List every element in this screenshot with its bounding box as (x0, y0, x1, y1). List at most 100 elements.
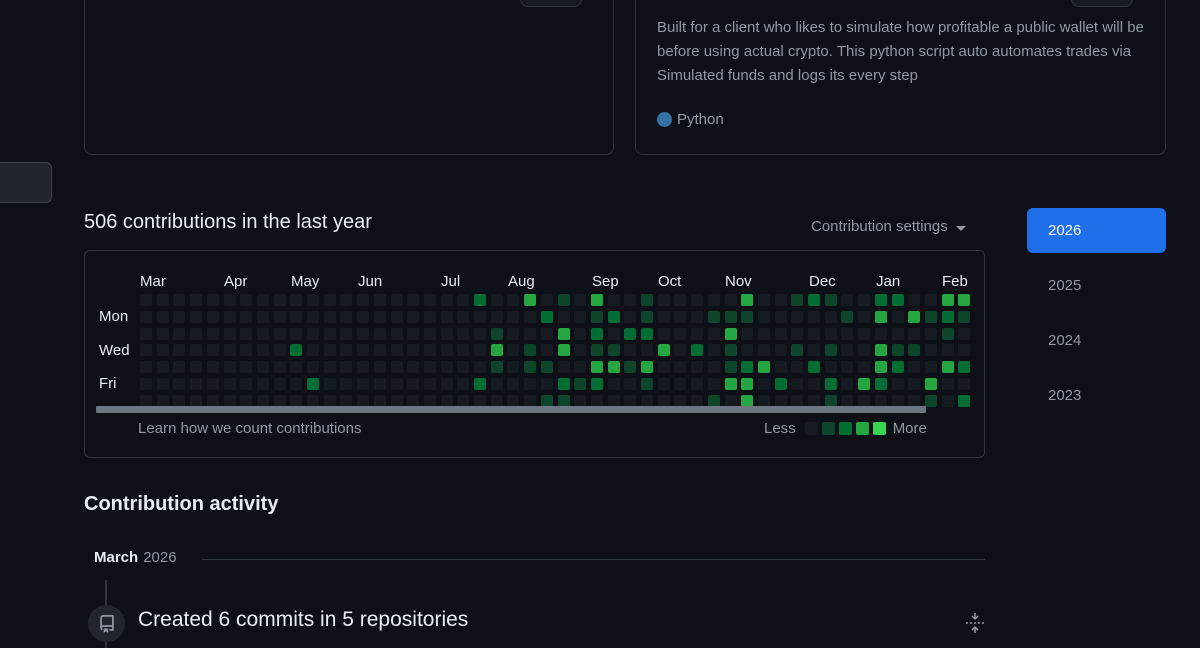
contribution-day-cell[interactable] (908, 361, 921, 374)
contribution-day-cell[interactable] (173, 344, 186, 357)
contribution-day-cell[interactable] (457, 310, 470, 323)
contribution-day-cell[interactable] (490, 310, 503, 323)
repo-card-button[interactable] (520, 0, 582, 7)
contribution-day-cell[interactable] (307, 310, 319, 323)
contribution-day-cell[interactable] (824, 378, 837, 390)
contribution-day-cell[interactable] (206, 361, 219, 374)
contribution-day-cell[interactable] (641, 310, 653, 323)
contribution-day-cell[interactable] (540, 327, 553, 340)
contribution-day-cell[interactable] (307, 344, 319, 357)
repo-card-button[interactable] (1071, 0, 1133, 7)
contribution-day-cell[interactable] (156, 361, 169, 374)
contribution-day-cell[interactable] (958, 310, 971, 323)
contribution-day-cell[interactable] (607, 310, 620, 323)
contribution-day-cell[interactable] (924, 378, 937, 390)
contribution-day-cell[interactable] (206, 378, 219, 390)
contribution-day-cell[interactable] (757, 344, 770, 357)
contribution-day-cell[interactable] (674, 310, 687, 323)
contribution-day-cell[interactable] (791, 327, 804, 340)
contribution-day-cell[interactable] (707, 327, 720, 340)
contribution-day-cell[interactable] (841, 327, 854, 340)
contribution-day-cell[interactable] (373, 378, 386, 390)
contribution-day-cell[interactable] (540, 361, 553, 374)
contribution-day-cell[interactable] (307, 378, 319, 390)
contribution-day-cell[interactable] (140, 327, 152, 340)
contribution-day-cell[interactable] (457, 378, 470, 390)
contribution-day-cell[interactable] (741, 344, 754, 357)
contribution-day-cell[interactable] (290, 361, 303, 374)
contribution-day-cell[interactable] (223, 394, 236, 407)
contribution-day-cell[interactable] (290, 294, 303, 306)
contribution-day-cell[interactable] (457, 344, 470, 357)
contribution-day-cell[interactable] (474, 378, 486, 390)
contribution-day-cell[interactable] (791, 310, 804, 323)
contribution-day-cell[interactable] (707, 294, 720, 306)
contribution-day-cell[interactable] (273, 361, 286, 374)
contribution-day-cell[interactable] (924, 327, 937, 340)
contribution-day-cell[interactable] (958, 344, 971, 357)
contribution-day-cell[interactable] (590, 294, 603, 306)
contribution-day-cell[interactable] (507, 310, 520, 323)
contribution-day-cell[interactable] (791, 344, 804, 357)
contribution-day-cell[interactable] (390, 294, 403, 306)
contribution-day-cell[interactable] (924, 394, 937, 407)
contribution-day-cell[interactable] (440, 378, 453, 390)
contribution-day-cell[interactable] (657, 394, 670, 407)
contribution-day-cell[interactable] (256, 394, 269, 407)
contribution-day-cell[interactable] (307, 327, 319, 340)
contribution-day-cell[interactable] (624, 378, 637, 390)
contribution-day-cell[interactable] (808, 294, 820, 306)
contribution-day-cell[interactable] (140, 394, 152, 407)
contribution-day-cell[interactable] (273, 310, 286, 323)
contribution-day-cell[interactable] (240, 327, 253, 340)
contribution-day-cell[interactable] (824, 327, 837, 340)
contribution-day-cell[interactable] (557, 294, 570, 306)
contribution-day-cell[interactable] (691, 344, 704, 357)
contribution-day-cell[interactable] (290, 394, 303, 407)
contribution-day-cell[interactable] (407, 378, 420, 390)
contribution-day-cell[interactable] (691, 294, 704, 306)
contribution-day-cell[interactable] (540, 294, 553, 306)
contribution-day-cell[interactable] (657, 294, 670, 306)
contribution-day-cell[interactable] (340, 294, 353, 306)
contribution-day-cell[interactable] (240, 378, 253, 390)
contribution-day-cell[interactable] (824, 361, 837, 374)
contribution-day-cell[interactable] (741, 361, 754, 374)
contribution-day-cell[interactable] (156, 344, 169, 357)
contribution-day-cell[interactable] (407, 310, 420, 323)
contribution-day-cell[interactable] (607, 294, 620, 306)
contribution-day-cell[interactable] (774, 310, 787, 323)
contribution-day-cell[interactable] (574, 378, 587, 390)
contribution-day-cell[interactable] (407, 361, 420, 374)
contribution-day-cell[interactable] (908, 394, 921, 407)
contribution-day-cell[interactable] (457, 294, 470, 306)
contribution-day-cell[interactable] (874, 327, 887, 340)
contribution-day-cell[interactable] (757, 361, 770, 374)
contribution-day-cell[interactable] (190, 344, 203, 357)
contribution-day-cell[interactable] (891, 310, 904, 323)
contribution-day-cell[interactable] (741, 378, 754, 390)
contribution-day-cell[interactable] (223, 294, 236, 306)
contribution-day-cell[interactable] (557, 361, 570, 374)
contribution-day-cell[interactable] (323, 294, 336, 306)
contribution-day-cell[interactable] (373, 344, 386, 357)
contribution-day-cell[interactable] (908, 378, 921, 390)
contribution-day-cell[interactable] (808, 310, 820, 323)
contribution-day-cell[interactable] (624, 394, 637, 407)
contribution-day-cell[interactable] (691, 378, 704, 390)
contribution-day-cell[interactable] (858, 361, 871, 374)
contribution-day-cell[interactable] (407, 394, 420, 407)
contribution-day-cell[interactable] (841, 344, 854, 357)
contribution-day-cell[interactable] (373, 294, 386, 306)
contribution-day-cell[interactable] (958, 378, 971, 390)
contribution-day-cell[interactable] (240, 294, 253, 306)
contribution-day-cell[interactable] (774, 378, 787, 390)
contribution-day-cell[interactable] (540, 378, 553, 390)
contribution-day-cell[interactable] (540, 310, 553, 323)
contribution-day-cell[interactable] (290, 344, 303, 357)
contribution-day-cell[interactable] (273, 378, 286, 390)
contribution-day-cell[interactable] (474, 310, 486, 323)
contribution-day-cell[interactable] (240, 361, 253, 374)
contribution-day-cell[interactable] (140, 361, 152, 374)
contribution-day-cell[interactable] (691, 310, 704, 323)
